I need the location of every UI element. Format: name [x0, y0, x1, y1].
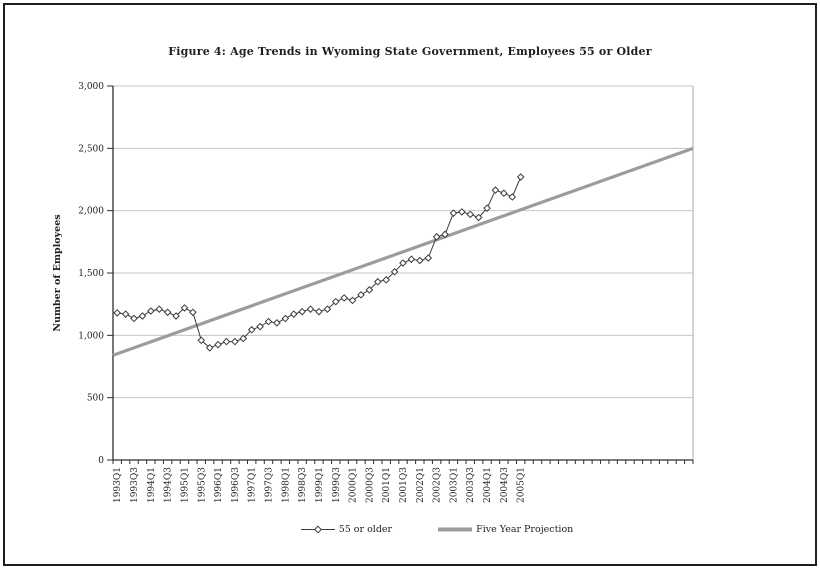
- y-tick-label: 500: [87, 394, 104, 404]
- data-point-diamond: [331, 297, 340, 306]
- line-with-diamond-marker-icon: [300, 525, 335, 534]
- data-point-diamond: [264, 317, 273, 326]
- x-tick-label: 1997Q1: [248, 467, 258, 503]
- x-tick-label: 1995Q1: [180, 467, 190, 503]
- data-point-diamond: [399, 259, 407, 267]
- x-tick-label: 2001Q1: [382, 467, 392, 503]
- data-point-diamond: [508, 193, 517, 201]
- data-point-diamond: [357, 291, 365, 299]
- y-tick-label: 3,000: [78, 82, 104, 92]
- x-tick-label: 2004Q3: [500, 467, 510, 503]
- data-point-diamond: [500, 189, 508, 198]
- data-point-diamond: [205, 343, 214, 352]
- x-tick-label: 2002Q3: [433, 467, 443, 503]
- x-tick-label: 1999Q3: [332, 467, 342, 503]
- y-tick-label: 0: [98, 456, 104, 466]
- five-year-projection-line: [112, 146, 694, 357]
- data-point-diamond: [315, 307, 323, 316]
- data-point-diamond: [121, 310, 130, 318]
- data-point-diamond: [231, 337, 239, 346]
- x-tick-label: 2005Q1: [517, 467, 527, 503]
- x-tick-label: 2000Q3: [365, 467, 375, 503]
- y-tick-label: 1,500: [78, 269, 104, 279]
- data-point-diamond: [189, 308, 197, 317]
- x-tick-label: 2004Q1: [483, 467, 493, 503]
- data-point-diamond: [407, 255, 416, 264]
- data-point-diamond: [365, 286, 374, 294]
- data-point-diamond: [323, 305, 332, 313]
- y-tick-label: 2,000: [78, 207, 104, 217]
- y-axis-title: Number of Employees: [52, 214, 63, 331]
- data-point-diamond: [416, 256, 424, 265]
- series-55-or-older-line: [117, 176, 522, 349]
- data-point-diamond: [382, 276, 390, 284]
- data-point-diamond: [298, 307, 306, 316]
- data-series: [112, 146, 694, 357]
- data-point-diamond: [273, 319, 281, 327]
- data-point-diamond: [466, 210, 475, 219]
- y-tick-label: 1,000: [78, 331, 104, 341]
- data-point-diamond: [474, 213, 483, 222]
- legend-label-55-or-older: 55 or older: [338, 524, 393, 535]
- data-point-diamond: [432, 233, 441, 241]
- x-tick-label: 2001Q3: [399, 467, 409, 503]
- data-point-diamond: [214, 340, 222, 349]
- x-tick-label: 1996Q1: [214, 467, 224, 503]
- data-point-diamond: [491, 186, 500, 194]
- x-tick-label: 2000Q1: [349, 467, 359, 503]
- data-point-diamond: [340, 294, 348, 302]
- data-point-diamond: [348, 296, 357, 305]
- thick-gray-line-icon: [438, 527, 473, 532]
- data-point-diamond: [390, 267, 399, 276]
- data-point-diamond: [247, 325, 256, 334]
- legend-label-five-year-projection: Five Year Projection: [476, 524, 574, 535]
- data-point-diamond: [180, 304, 189, 312]
- data-point-diamond: [449, 209, 458, 217]
- x-tick-label: 1997Q3: [265, 467, 275, 503]
- x-tick-label: 2003Q3: [466, 467, 476, 503]
- chart-title: Figure 4: Age Trends in Wyoming State Go…: [168, 45, 652, 58]
- data-point-diamond: [441, 230, 449, 239]
- x-tick-label: 1994Q1: [147, 467, 157, 503]
- series-55-or-older-markers: [113, 173, 525, 352]
- data-point-diamond: [155, 305, 164, 313]
- legend: 55 or older Five Year Projection: [0, 524, 820, 535]
- data-point-diamond: [239, 334, 248, 343]
- legend-item-55-or-older: 55 or older: [300, 524, 393, 535]
- data-point-diamond: [130, 314, 138, 323]
- data-point-diamond: [163, 308, 172, 317]
- data-point-diamond: [281, 314, 290, 323]
- data-point-diamond: [113, 309, 122, 317]
- data-point-diamond: [458, 208, 466, 216]
- data-point-diamond: [172, 312, 180, 320]
- x-tick-label: 1993Q3: [130, 467, 140, 503]
- x-tick-label: 1994Q3: [164, 467, 174, 503]
- data-point-diamond: [289, 310, 298, 318]
- gridlines: [113, 85, 694, 460]
- data-point-diamond: [147, 307, 155, 315]
- legend-item-five-year-projection: Five Year Projection: [438, 524, 573, 535]
- x-tick-label: 1993Q1: [113, 467, 123, 503]
- data-point-diamond: [306, 305, 315, 313]
- x-tick-label: 1999Q1: [315, 467, 325, 503]
- x-tick-label: 1998Q1: [281, 467, 291, 503]
- x-tick-label: 2003Q1: [449, 467, 459, 503]
- data-point-diamond: [424, 254, 433, 262]
- data-point-diamond: [138, 312, 147, 320]
- x-tick-label: 1996Q3: [231, 467, 241, 503]
- data-point-diamond: [256, 322, 264, 331]
- x-tick-label: 2002Q1: [416, 467, 426, 503]
- data-point-diamond: [373, 277, 382, 286]
- axis-tick-labels: 0 500 1,000 1,500 2,000 2,500 3,000 1993Q1 1993Q…: [78, 82, 526, 503]
- data-point-diamond: [483, 204, 491, 212]
- data-point-diamond: [197, 336, 206, 345]
- data-point-diamond: [516, 173, 525, 181]
- x-tick-label: 1995Q3: [197, 467, 207, 503]
- axes: [107, 85, 694, 464]
- y-tick-label: 2,500: [78, 144, 104, 154]
- chart-plot-area: 0 500 1,000 1,500 2,000 2,500 3,000 1993Q1 1993Q…: [52, 82, 694, 503]
- x-tick-label: 1998Q3: [298, 467, 308, 503]
- data-point-diamond: [222, 337, 231, 346]
